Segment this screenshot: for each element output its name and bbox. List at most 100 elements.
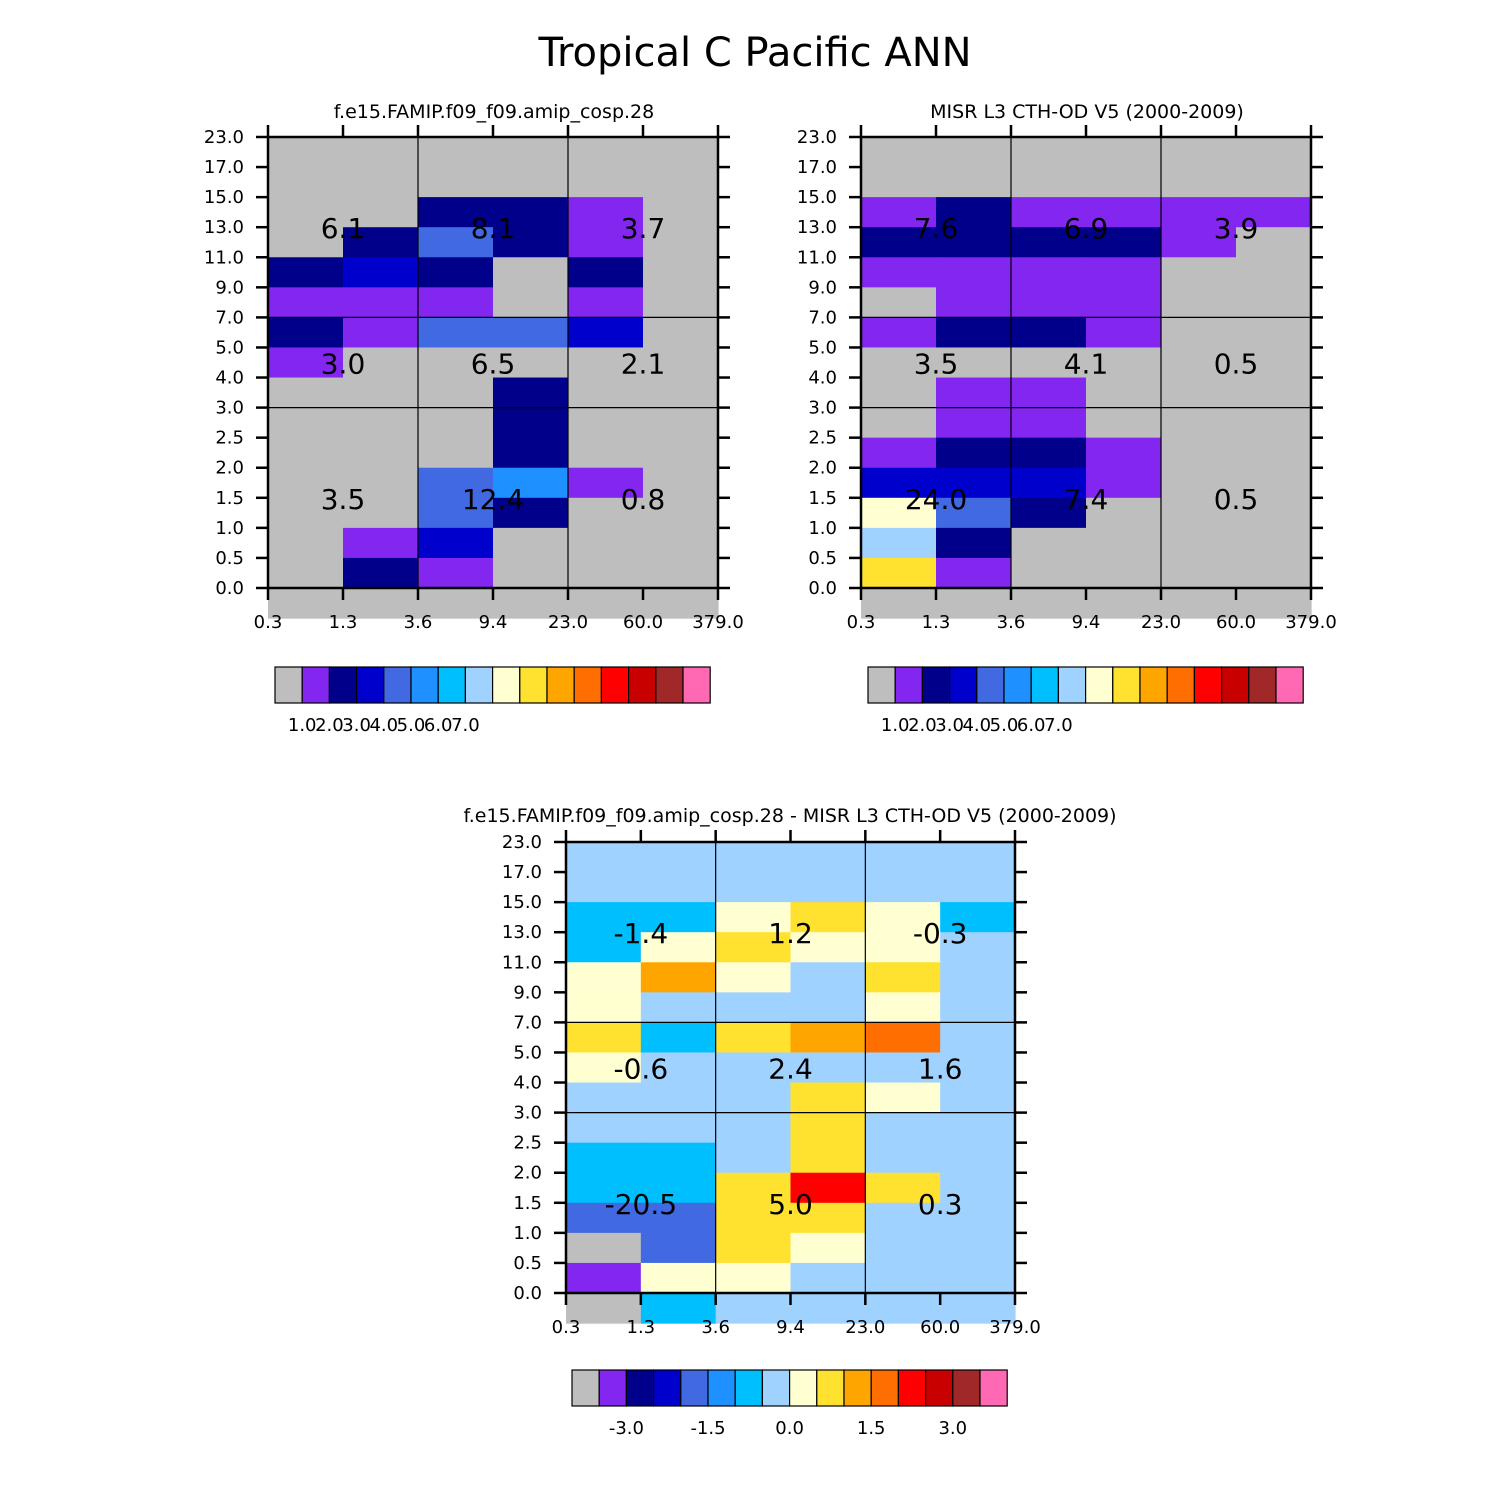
heatmap-cell bbox=[568, 437, 644, 469]
heatmap-cell bbox=[568, 197, 644, 228]
heatmap-cell bbox=[268, 497, 344, 529]
heatmap-cell bbox=[493, 497, 569, 529]
heatmap-cell bbox=[343, 197, 419, 228]
heatmap-cell bbox=[1086, 197, 1162, 228]
heatmap-cell bbox=[861, 317, 937, 349]
heatmap-cell bbox=[643, 317, 719, 349]
heatmap-cell bbox=[1011, 317, 1087, 349]
colorbar-swatch bbox=[1112, 666, 1141, 704]
heatmap-cell bbox=[1161, 407, 1237, 439]
heatmap-cell bbox=[715, 1142, 792, 1174]
heatmap-cell bbox=[865, 1262, 941, 1294]
colorbar-label: 3.0 bbox=[342, 715, 371, 736]
heatmap-cell bbox=[418, 497, 494, 529]
y-tick-label: 0.0 bbox=[513, 1283, 542, 1304]
heatmap-cell bbox=[936, 497, 1012, 529]
heatmap-cell bbox=[566, 842, 642, 873]
heatmap-cells-model bbox=[268, 137, 719, 619]
heatmap-cell bbox=[936, 257, 1012, 288]
x-axis-model: 0.3 1.3 3.6 9.4 23.0 60.0 379.0 bbox=[254, 612, 744, 633]
heatmap-cell bbox=[566, 962, 642, 993]
y-tick-label: 11.0 bbox=[204, 247, 244, 268]
heatmap-cell bbox=[861, 527, 937, 559]
heatmap-cell bbox=[568, 347, 644, 379]
colorbar-swatch bbox=[356, 666, 385, 704]
heatmap-cell bbox=[1086, 588, 1162, 619]
heatmap-cell bbox=[640, 1232, 717, 1264]
heatmap-cell bbox=[343, 317, 419, 349]
heatmap-cell bbox=[1161, 557, 1237, 589]
heatmap-cell bbox=[1011, 497, 1087, 529]
heatmap-cell bbox=[861, 347, 937, 379]
plot-frame-diff bbox=[554, 830, 1027, 1305]
heatmap-cell bbox=[861, 407, 937, 439]
colorbar-swatch bbox=[682, 666, 711, 704]
heatmap-cell bbox=[1086, 227, 1162, 258]
x-tick-label: 0.3 bbox=[847, 612, 876, 633]
x-tick-label: 60.0 bbox=[623, 612, 663, 633]
heatmap-cell bbox=[640, 1022, 717, 1054]
heatmap-cell bbox=[566, 1293, 642, 1324]
heatmap-cell bbox=[940, 842, 1016, 873]
y-tick-label: 23.0 bbox=[797, 127, 837, 148]
region-total-mid-thin: 3.0 bbox=[321, 348, 366, 381]
heatmap-cell bbox=[640, 902, 717, 933]
heatmap-cell bbox=[643, 557, 719, 589]
colorbar-swatch bbox=[1003, 666, 1032, 704]
heatmap-cell bbox=[1086, 557, 1162, 589]
heatmap-cell bbox=[493, 407, 569, 439]
colorbar-swatch bbox=[464, 666, 494, 704]
heatmap-cell bbox=[715, 1262, 792, 1294]
colorbar-swatch bbox=[952, 1369, 981, 1407]
heatmap-cell bbox=[343, 588, 419, 619]
heatmap-cell bbox=[268, 317, 344, 349]
region-total-high-thick: 3.7 bbox=[621, 212, 666, 245]
heatmap-cell bbox=[1011, 197, 1087, 228]
heatmap-cell bbox=[936, 527, 1012, 559]
region-total-mid-thick: 0.5 bbox=[1214, 348, 1259, 381]
x-tick-label: 0.3 bbox=[254, 612, 283, 633]
region-grid-diff bbox=[566, 842, 1015, 1293]
colorbar-label: 1.5 bbox=[857, 1418, 886, 1439]
heatmap-cell bbox=[940, 1112, 1016, 1144]
panel-title-model: f.e15.FAMIP.f09_f09.amip_cosp.28 bbox=[334, 101, 654, 123]
heatmap-cell bbox=[640, 872, 717, 903]
heatmap-cell bbox=[493, 467, 569, 499]
region-total-low-thin: -20.5 bbox=[605, 1188, 677, 1221]
region-total-high-thick: -0.3 bbox=[913, 917, 968, 950]
region-total-high-thick: 3.9 bbox=[1214, 212, 1259, 245]
x-tick-label: 379.0 bbox=[989, 1317, 1041, 1338]
heatmap-cell bbox=[418, 407, 494, 439]
colorbar-label: 7.0 bbox=[1044, 715, 1073, 736]
colorbar-swatch bbox=[410, 666, 439, 704]
panel-model: f.e15.FAMIP.f09_f09.amip_cosp.28 6.1 8.1 3… bbox=[204, 101, 744, 736]
heatmap-cell bbox=[1086, 527, 1162, 559]
y-tick-label: 0.0 bbox=[215, 578, 244, 599]
heatmap-cell bbox=[1236, 527, 1312, 559]
heatmap-cell bbox=[790, 1232, 866, 1264]
colorbar-swatch bbox=[761, 1369, 791, 1407]
heatmap-cell bbox=[1086, 467, 1162, 499]
heatmap-cell bbox=[940, 1262, 1016, 1294]
heatmap-cell bbox=[1236, 227, 1312, 258]
y-tick-label: 4.0 bbox=[808, 368, 837, 389]
heatmap-cell bbox=[643, 167, 719, 198]
heatmap-cell bbox=[493, 287, 569, 318]
region-total-high-medium: 6.9 bbox=[1064, 212, 1109, 245]
heatmap-cell bbox=[861, 197, 937, 228]
heatmap-cell bbox=[715, 1232, 792, 1264]
colorbar-swatch bbox=[1193, 666, 1223, 704]
heatmap-cell bbox=[1236, 317, 1312, 349]
y-tick-label: 7.0 bbox=[808, 307, 837, 328]
y-tick-label: 3.0 bbox=[513, 1103, 542, 1124]
y-tick-label: 2.5 bbox=[513, 1133, 542, 1154]
heatmap-cell bbox=[790, 1052, 866, 1084]
heatmap-cell bbox=[936, 227, 1012, 258]
heatmap-cell bbox=[1236, 467, 1312, 499]
heatmap-cell bbox=[640, 1172, 717, 1204]
colorbar-swatch bbox=[707, 1369, 736, 1407]
heatmap-cell bbox=[1086, 317, 1162, 349]
colorbar-swatch bbox=[979, 1369, 1008, 1407]
heatmap-cell bbox=[1236, 167, 1312, 198]
heatmap-cell bbox=[861, 377, 937, 409]
